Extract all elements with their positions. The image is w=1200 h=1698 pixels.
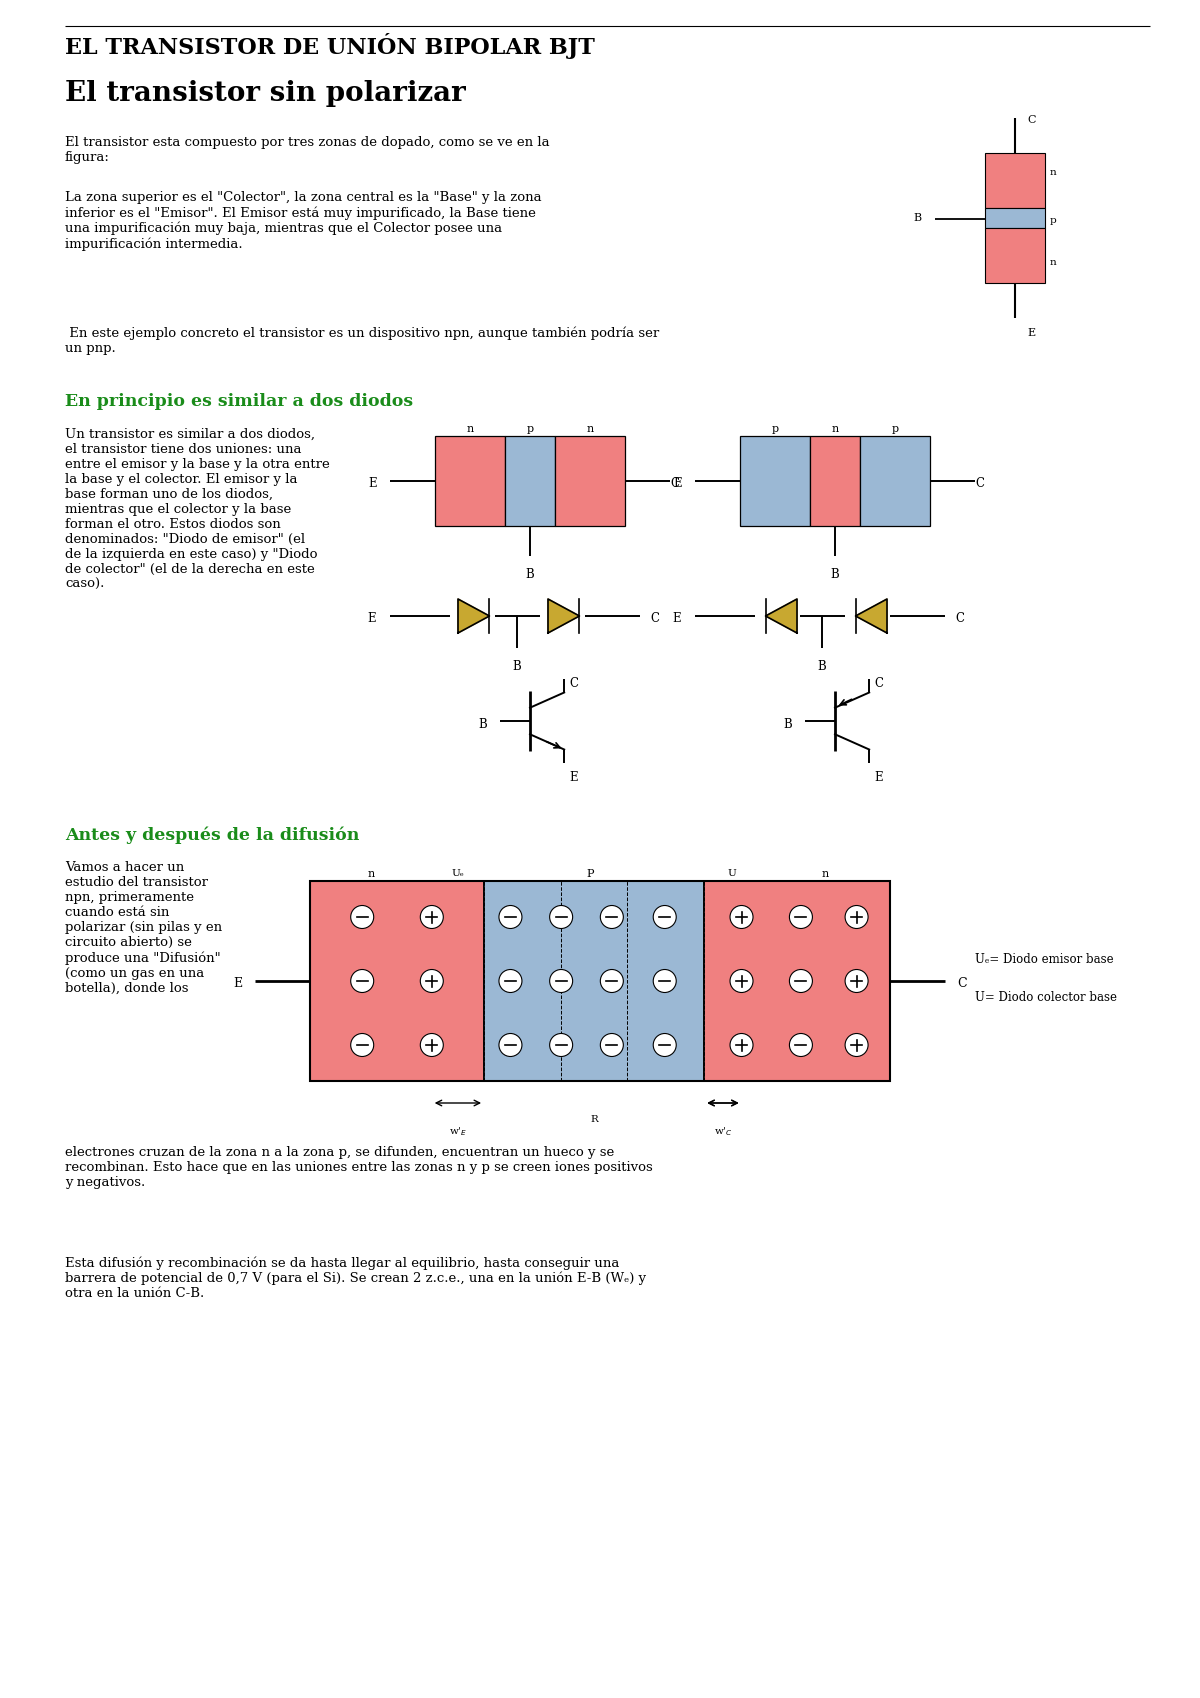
- Text: electrones cruzan de la zona n a la zona p, se difunden, encuentran un hueco y s: electrones cruzan de la zona n a la zona…: [65, 1146, 653, 1189]
- Circle shape: [653, 970, 677, 993]
- Circle shape: [600, 1034, 623, 1056]
- Text: C: C: [955, 611, 965, 625]
- Text: Esta difusión y recombinación se da hasta llegar al equilibrio, hasta conseguir : Esta difusión y recombinación se da hast…: [65, 1257, 646, 1301]
- Circle shape: [845, 970, 868, 993]
- Text: p: p: [527, 424, 534, 435]
- Text: p: p: [772, 424, 779, 435]
- Circle shape: [499, 1034, 522, 1056]
- Text: C: C: [650, 611, 660, 625]
- Circle shape: [550, 1034, 572, 1056]
- Circle shape: [550, 970, 572, 993]
- Text: p: p: [892, 424, 899, 435]
- Text: B: B: [830, 569, 839, 581]
- Text: n: n: [1050, 258, 1057, 267]
- Text: La zona superior es el "Colector", la zona central es la "Base" y la zona
inferi: La zona superior es el "Colector", la zo…: [65, 190, 541, 251]
- Circle shape: [499, 970, 522, 993]
- Circle shape: [420, 905, 443, 929]
- Circle shape: [499, 905, 522, 929]
- Text: C: C: [671, 477, 679, 491]
- Circle shape: [350, 905, 373, 929]
- Bar: [985, 153, 1045, 207]
- Circle shape: [550, 905, 572, 929]
- Text: C: C: [976, 477, 984, 491]
- Bar: [484, 881, 704, 1082]
- Polygon shape: [766, 599, 797, 633]
- Circle shape: [790, 1034, 812, 1056]
- Circle shape: [790, 905, 812, 929]
- Bar: [310, 881, 890, 1082]
- Text: E: E: [368, 477, 377, 491]
- Circle shape: [420, 970, 443, 993]
- Text: Un transistor es similar a dos diodos,
el transistor tiene dos uniones: una
entr: Un transistor es similar a dos diodos, e…: [65, 428, 330, 591]
- Text: B: B: [479, 718, 487, 732]
- Text: U⁣= Diodo colector base: U⁣= Diodo colector base: [974, 992, 1117, 1004]
- Bar: [505, 436, 554, 526]
- Text: B: B: [817, 661, 827, 672]
- Circle shape: [600, 970, 623, 993]
- Text: n: n: [587, 424, 594, 435]
- Text: EL TRANSISTOR DE UNIÓN BIPOLAR BJT: EL TRANSISTOR DE UNIÓN BIPOLAR BJT: [65, 32, 595, 59]
- Bar: [554, 436, 625, 526]
- Circle shape: [790, 970, 812, 993]
- Circle shape: [653, 905, 677, 929]
- Text: w'$_E$: w'$_E$: [449, 1126, 467, 1138]
- Text: n: n: [822, 869, 829, 880]
- Text: C: C: [569, 678, 578, 689]
- Text: C: C: [958, 976, 967, 990]
- Text: B: B: [913, 212, 922, 222]
- Text: E: E: [673, 611, 682, 625]
- Text: C: C: [1027, 115, 1036, 126]
- Polygon shape: [548, 599, 580, 633]
- Text: E: E: [234, 976, 242, 990]
- Text: p: p: [1050, 216, 1057, 226]
- Text: B: B: [512, 661, 521, 672]
- Bar: [860, 436, 930, 526]
- Circle shape: [350, 970, 373, 993]
- Text: B: B: [526, 569, 534, 581]
- Bar: [810, 436, 860, 526]
- Text: E: E: [1027, 328, 1036, 338]
- Text: n: n: [367, 869, 374, 880]
- Bar: [985, 228, 1045, 284]
- Text: R: R: [590, 1116, 598, 1124]
- Text: n: n: [832, 424, 839, 435]
- Circle shape: [730, 970, 754, 993]
- Text: El transistor esta compuesto por tres zonas de dopado, como se ve en la
figura:: El transistor esta compuesto por tres zo…: [65, 136, 550, 165]
- Text: w'$_C$: w'$_C$: [714, 1126, 732, 1138]
- Text: Vamos a hacer un
estudio del transistor
npn, primeramente
cuando está sin
polari: Vamos a hacer un estudio del transistor …: [65, 861, 222, 995]
- Circle shape: [845, 1034, 868, 1056]
- Circle shape: [730, 1034, 754, 1056]
- Text: E: E: [569, 771, 578, 784]
- Text: En este ejemplo concreto el transistor es un dispositivo npn, aunque también pod: En este ejemplo concreto el transistor e…: [65, 326, 659, 355]
- Circle shape: [350, 1034, 373, 1056]
- Polygon shape: [458, 599, 490, 633]
- Circle shape: [420, 1034, 443, 1056]
- Text: E: E: [874, 771, 883, 784]
- Text: E: E: [673, 477, 683, 491]
- Text: Uₑ: Uₑ: [451, 869, 464, 878]
- Bar: [704, 881, 890, 1082]
- Text: El transistor sin polarizar: El transistor sin polarizar: [65, 80, 466, 107]
- Text: En principio es similar a dos diodos: En principio es similar a dos diodos: [65, 392, 413, 409]
- Circle shape: [730, 905, 754, 929]
- Circle shape: [653, 1034, 677, 1056]
- Circle shape: [845, 905, 868, 929]
- Text: E: E: [367, 611, 377, 625]
- Text: Uₑ= Diodo emisor base: Uₑ= Diodo emisor base: [974, 953, 1114, 966]
- Text: U⁣: U⁣: [728, 869, 737, 878]
- Text: Antes y después de la difusión: Antes y después de la difusión: [65, 825, 359, 844]
- Text: n: n: [1050, 168, 1057, 177]
- Text: C: C: [874, 678, 883, 689]
- Text: n: n: [467, 424, 474, 435]
- Text: P: P: [586, 869, 594, 880]
- Bar: [740, 436, 810, 526]
- Polygon shape: [856, 599, 887, 633]
- Bar: [434, 436, 505, 526]
- Bar: [310, 881, 484, 1082]
- Circle shape: [600, 905, 623, 929]
- Bar: [985, 207, 1045, 228]
- Text: B: B: [784, 718, 792, 732]
